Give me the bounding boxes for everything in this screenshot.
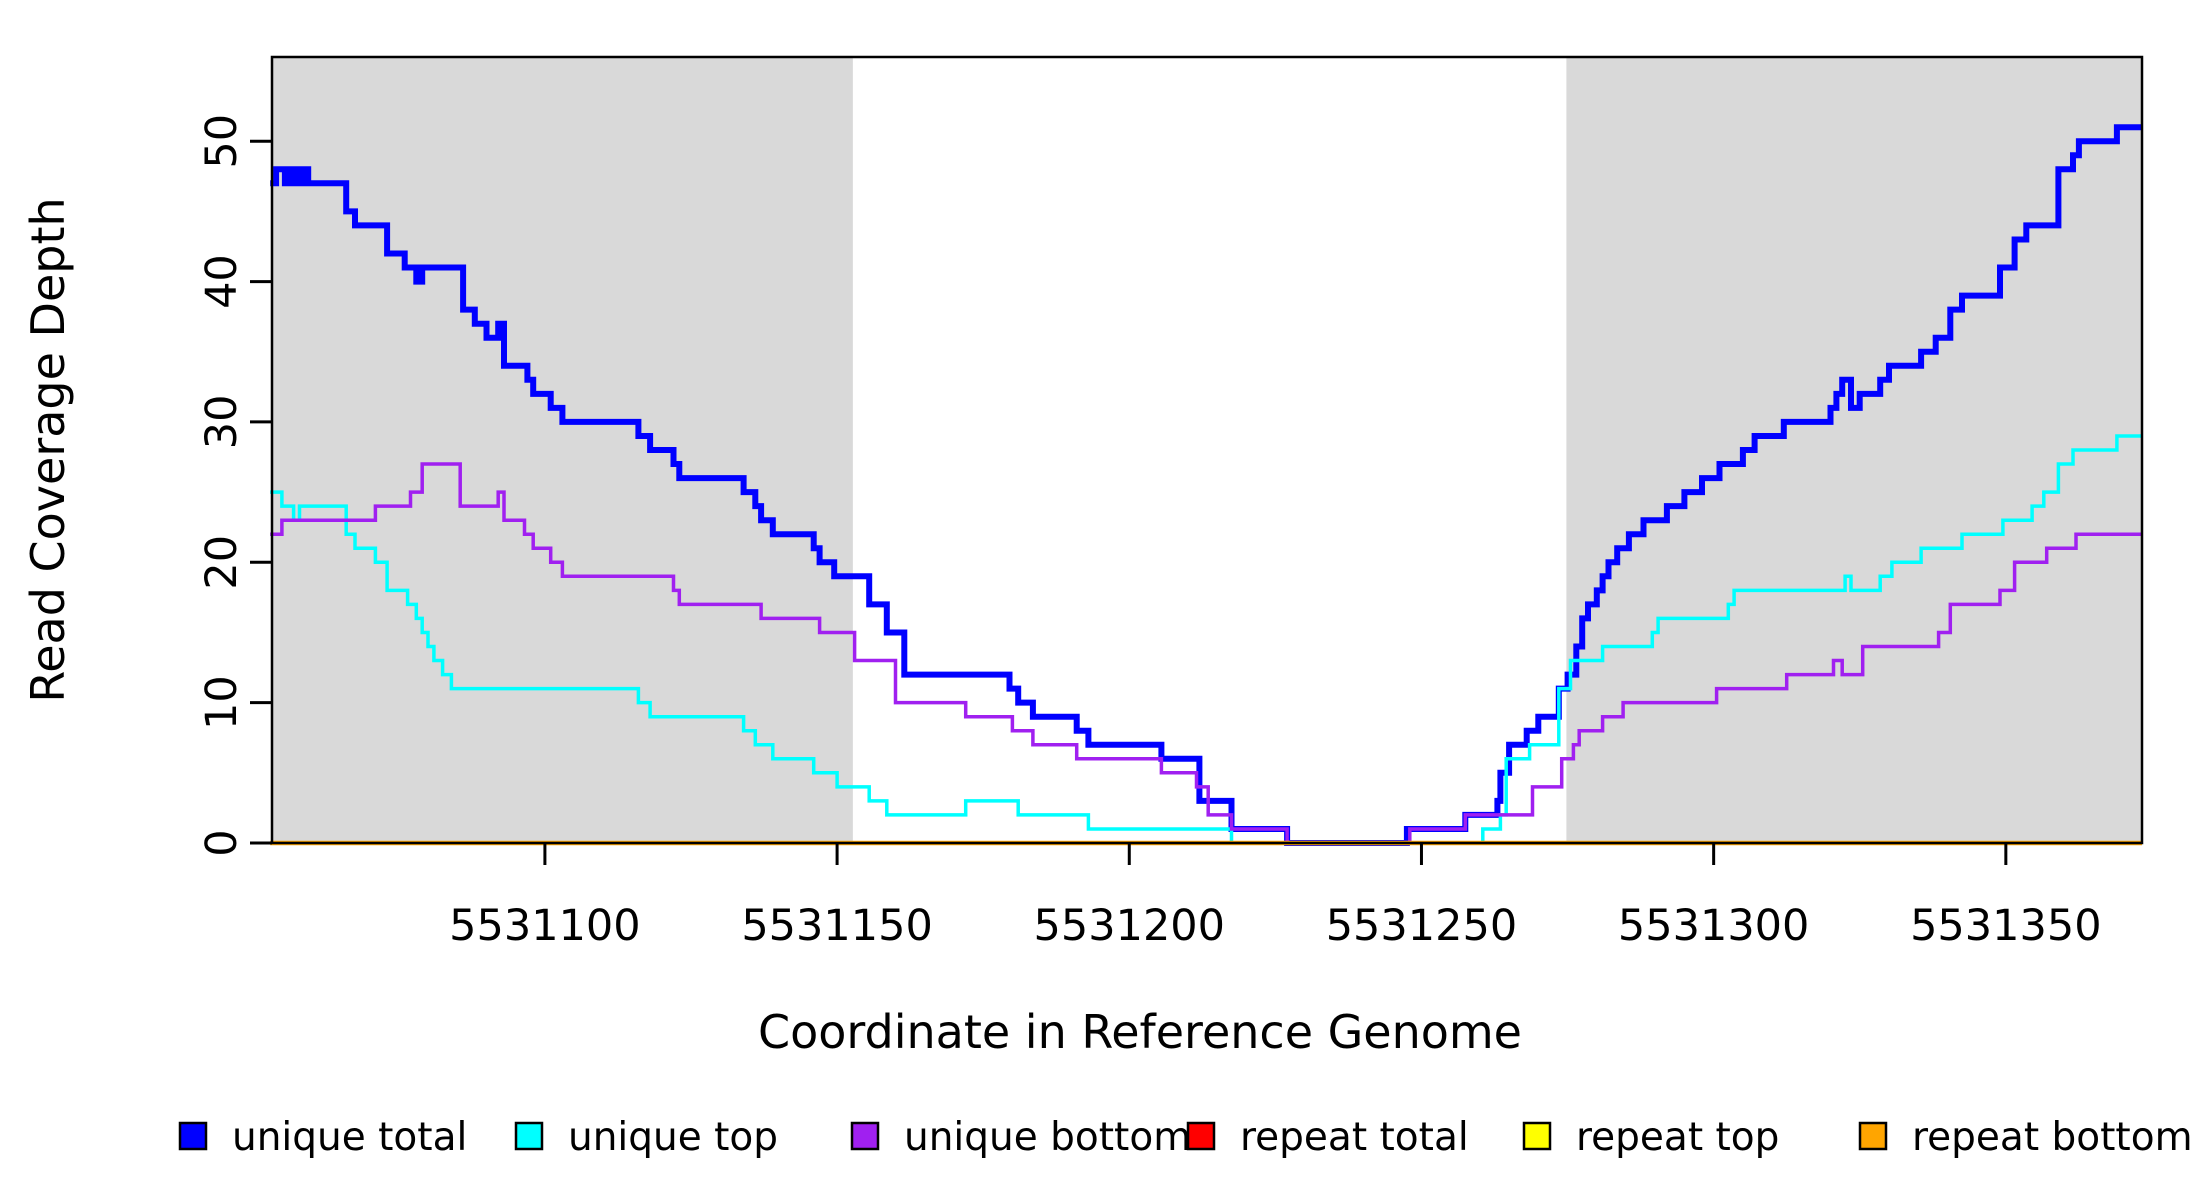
legend-label: unique total [232, 1115, 467, 1160]
legend-label: unique bottom [904, 1115, 1191, 1160]
legend: unique total unique top unique bottom repea… [178, 1115, 2193, 1160]
x-tick-label: 5531150 [741, 901, 933, 951]
shaded-region-2 [1566, 57, 2142, 843]
x-tick-label: 5531250 [1326, 901, 1518, 951]
y-tick-label: 20 [197, 535, 247, 590]
x-tick-label: 5531200 [1034, 901, 1226, 951]
legend-label: repeat top [1576, 1115, 1779, 1160]
series-line-unique-bottom [270, 462, 2142, 845]
legend-item-repeat-bottom: repeat bottom [1858, 1115, 2193, 1160]
legend-label: unique top [568, 1115, 778, 1160]
legend-swatch-unique-total [178, 1121, 208, 1151]
legend-swatch-repeat-top [1522, 1121, 1552, 1151]
legend-label: repeat bottom [1912, 1115, 2193, 1160]
legend-item-repeat-top: repeat top [1522, 1115, 1779, 1160]
x-tick-label: 5531350 [1910, 901, 2102, 951]
y-axis-title: Read Coverage Depth [21, 197, 75, 702]
legend-item-repeat-total: repeat total [1186, 1115, 1469, 1160]
y-tick-label: 0 [197, 829, 247, 856]
x-tick-label: 5531300 [1618, 901, 1810, 951]
plot-border [270, 55, 2144, 845]
legend-swatch-repeat-bottom [1858, 1121, 1888, 1151]
legend-label: repeat total [1240, 1115, 1469, 1160]
shaded-region-1 [272, 57, 853, 843]
x-tick-label: 5531100 [449, 901, 641, 951]
legend-item-unique-bottom: unique bottom [850, 1115, 1191, 1160]
x-axis-title: Coordinate in Reference Genome [758, 1005, 1522, 1059]
legend-swatch-unique-bottom [850, 1121, 880, 1151]
y-tick-label: 30 [197, 395, 247, 450]
legend-swatch-repeat-total [1186, 1121, 1216, 1151]
legend-item-unique-top: unique top [514, 1115, 778, 1160]
y-tick-label: 10 [197, 675, 247, 730]
x-axis-layer: 5531100 5531150 5531200 5531250 5531300 55313… [449, 843, 2102, 951]
legend-item-unique-total: unique total [178, 1115, 467, 1160]
y-tick-label: 40 [197, 254, 247, 309]
series-line-unique-top [270, 434, 2142, 845]
legend-swatch-unique-top [514, 1121, 544, 1151]
y-axis-layer: 0 10 20 30 40 50 [197, 114, 272, 857]
shaded-regions-layer [272, 57, 2142, 843]
y-tick-label: 50 [197, 114, 247, 169]
